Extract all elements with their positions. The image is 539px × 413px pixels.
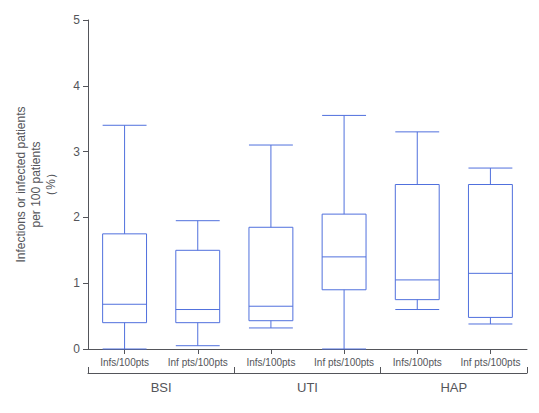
svg-text:5: 5 — [73, 13, 80, 27]
svg-text:UTI: UTI — [297, 380, 318, 395]
svg-text:2: 2 — [73, 210, 80, 224]
svg-text:Inf pts/100pts: Inf pts/100pts — [460, 357, 520, 368]
svg-text:1: 1 — [73, 276, 80, 290]
svg-text:Infections or infected patient: Infections or infected patients — [14, 106, 28, 262]
svg-text:Infs/100pts: Infs/100pts — [393, 357, 442, 368]
svg-text:Infs/100pts: Infs/100pts — [100, 357, 149, 368]
svg-text:BSI: BSI — [151, 380, 172, 395]
svg-text:3: 3 — [73, 145, 80, 159]
svg-text:（%）: （%） — [44, 167, 58, 202]
svg-text:Inf pts/100pts: Inf pts/100pts — [168, 357, 228, 368]
svg-text:per 100 patients: per 100 patients — [29, 141, 43, 227]
svg-text:0: 0 — [73, 342, 80, 356]
svg-text:Inf pts/100pts: Inf pts/100pts — [314, 357, 374, 368]
svg-text:Infs/100pts: Infs/100pts — [246, 357, 295, 368]
svg-text:4: 4 — [73, 79, 80, 93]
svg-text:HAP: HAP — [440, 380, 467, 395]
